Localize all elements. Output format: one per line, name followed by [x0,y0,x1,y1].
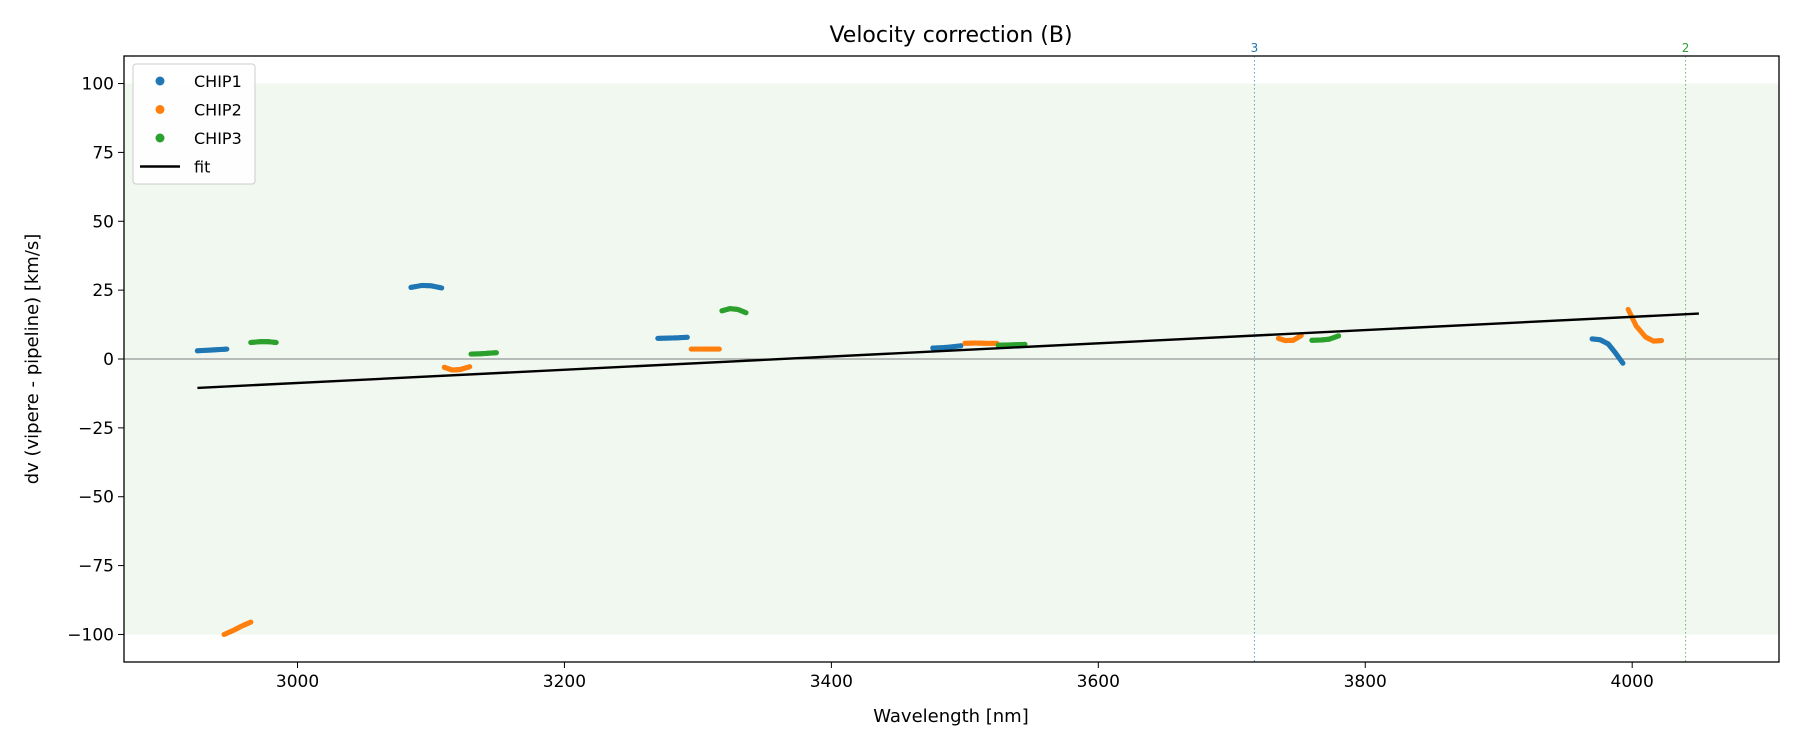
chip3-segment-3 [995,341,1028,348]
y-tick-label: −75 [78,557,114,577]
legend-box [132,63,256,185]
chip2-point [248,619,254,625]
x-axis: 3000 3200 3400 3600 3800 4000 [276,662,1654,692]
chip1-point [224,346,230,352]
x-tick-label: 3000 [276,672,319,692]
chip2-segment-0 [221,619,254,638]
x-axis-label: Wavelength [nm] [873,706,1029,727]
legend-marker-chip2 [155,105,165,114]
x-tick-label: 4000 [1611,672,1654,692]
y-axis-label: dv (vipere - pipeline) [km/s] [22,234,43,485]
series-chip2 [221,306,1665,638]
chip1-point [684,334,690,340]
y-tick-label: 0 [103,350,114,370]
annotation-label-0: 3 [1251,41,1259,55]
x-tick-label: 3400 [810,672,853,692]
chip3-point [493,350,499,356]
legend-label-fit: fit [194,158,210,177]
legend-label-chip3: CHIP3 [194,129,242,148]
y-tick-label: −50 [78,488,114,508]
chip3-segment-2 [719,305,749,316]
y-tick-label: 100 [82,75,114,95]
legend: CHIP1 CHIP2 CHIP3 fit [132,63,256,185]
x-tick-label: 3200 [543,672,586,692]
chip2-segment-1 [441,364,473,373]
chip3-segment-4 [1309,333,1342,343]
chart-title: Velocity correction (B) [829,23,1072,48]
legend-label-chip1: CHIP1 [194,72,242,91]
chip2-segment-3 [962,340,1000,346]
chip1-point [958,343,964,349]
chip1-segment-3 [930,343,964,351]
y-tick-label: 75 [92,143,114,163]
chip2-point [716,346,722,352]
fit-line [197,312,1699,390]
y-axis: 100 75 50 25 0 −25 −50 −75 −100 [67,75,124,645]
chip1-segment-1 [408,282,445,291]
y-tick-label: −25 [78,419,114,439]
series-chip3 [248,305,1342,357]
chip1-segment-2 [655,334,690,341]
y-tick-label: −100 [67,625,114,645]
legend-label-chip2: CHIP2 [194,101,242,120]
y-tick-label: 50 [92,212,114,232]
chip2-segment-2 [688,346,722,352]
x-tick-label: 3600 [1077,672,1120,692]
y-tick-label: 25 [92,281,114,301]
chip1-segment-0 [194,346,230,354]
chip1-point [439,285,445,291]
chip1-point [1620,360,1626,366]
series-chip1 [194,282,1626,366]
chip3-segment-0 [248,339,279,346]
chip3-point [273,339,279,346]
annotation-label-1: 2 [1682,41,1690,55]
chip3-segment-1 [468,350,499,357]
chip2-point [1658,337,1665,344]
chip3-point [1335,333,1342,339]
legend-marker-chip3 [155,133,165,143]
chip2-point [467,364,473,370]
chip3-point [743,310,749,316]
legend-marker-chip1 [155,76,165,86]
chip1-segment-4 [1589,336,1626,366]
chip2-segment-4 [1275,332,1304,344]
x-tick-label: 3800 [1344,672,1387,692]
